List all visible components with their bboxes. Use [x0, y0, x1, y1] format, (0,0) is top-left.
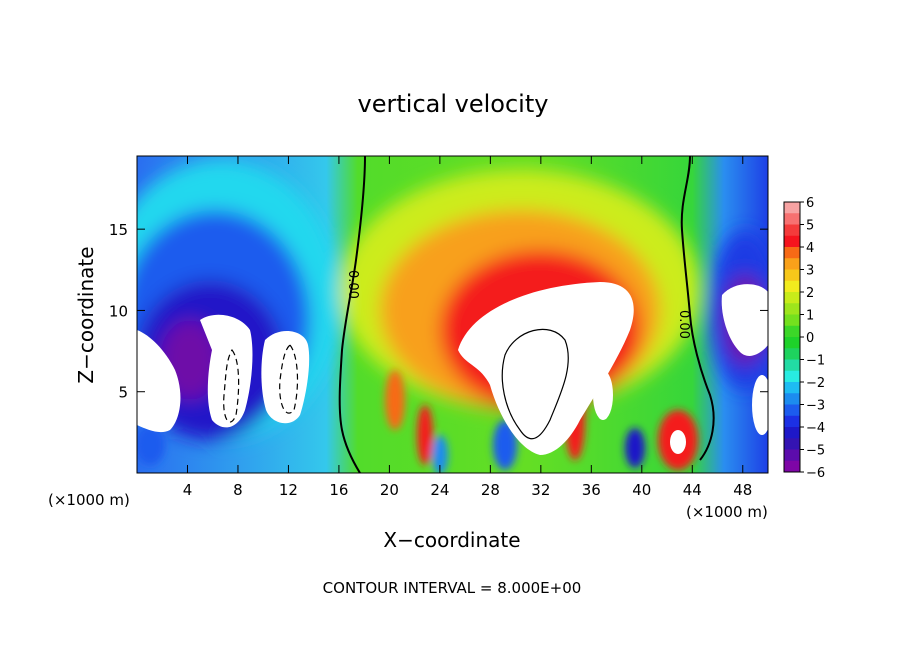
colorbar-swatch: [784, 449, 800, 462]
contour-dashed-west-1: [223, 348, 240, 423]
plot-frame: [136, 155, 769, 474]
x-tick-label: 32: [531, 481, 550, 499]
colorbar-swatch: [784, 404, 800, 417]
colorbar-swatch: [784, 213, 800, 225]
colorbar-label: 5: [806, 219, 814, 234]
colorbar-swatch: [784, 427, 800, 439]
contour-zero-west: [338, 156, 366, 473]
streak-blue-3: [625, 428, 645, 468]
colorbar-label: −1: [806, 354, 825, 369]
x-tick-label: 20: [380, 481, 399, 499]
colorbar-swatch: [784, 303, 800, 315]
contour-zero-east: [680, 156, 715, 461]
colorbar-label: 0: [806, 331, 814, 346]
x-tick-label: 40: [632, 481, 651, 499]
y-axis-ticks: 5 10 15: [109, 221, 768, 402]
colorbar-label: 3: [806, 264, 814, 279]
colorbar-swatch: [784, 314, 800, 327]
core-white-small-1: [585, 303, 605, 333]
streak-red-1: [385, 370, 405, 430]
colorbar: 6 5 4 3 2 1 0 −1 −2 −3 −4 −5 −6: [783, 196, 825, 481]
footer-contour-interval: CONTOUR INTERVAL = 8.000E+00: [323, 579, 582, 597]
contour-dashed-west-2: [279, 344, 299, 414]
y-tick-label: 15: [109, 221, 128, 239]
colorbar-label: 1: [806, 309, 814, 324]
y-tick-label: 5: [118, 384, 128, 402]
colorbar-swatch: [784, 202, 800, 214]
streak-blue-1: [432, 435, 448, 473]
contour-core: [501, 328, 569, 440]
y-axis-label: Z−coordinate: [74, 246, 98, 383]
x-tick-label: 48: [733, 481, 752, 499]
x-scale-note-left: (×1000 m): [48, 491, 130, 509]
colorbar-swatch: [784, 382, 800, 394]
colorbar-swatch: [784, 258, 800, 270]
colorbar-label: 2: [806, 286, 814, 301]
colorbar-swatch: [784, 370, 800, 383]
chart-title: vertical velocity: [358, 90, 549, 118]
streak-blue-2: [493, 420, 517, 470]
colorbar-swatch: [784, 337, 800, 349]
colorbar-swatch: [784, 280, 800, 293]
contour-label-east: 0.00: [676, 310, 691, 339]
colorbar-swatch: [784, 269, 800, 282]
x-scale-note-right: (×1000 m): [686, 503, 768, 521]
colorbar-swatch: [784, 325, 800, 338]
colorbar-label: −5: [806, 444, 825, 459]
colorbar-label: −3: [806, 399, 825, 414]
colorbar-swatch: [784, 393, 800, 405]
x-tick-label: 12: [279, 481, 298, 499]
contour-label-west: 0.00: [345, 270, 360, 299]
colorbar-swatch: [784, 415, 800, 428]
streak-red-2: [417, 405, 433, 465]
core-white-east-big: [721, 284, 768, 356]
x-tick-label: 16: [329, 481, 348, 499]
streak-blue-bottom: [137, 425, 165, 465]
core-white-east: [670, 430, 686, 454]
core-white-east-low: [752, 375, 768, 435]
x-tick-label: 8: [233, 481, 243, 499]
plot-area: 0.00 0.00: [137, 156, 768, 473]
core-white-west-3: [137, 330, 181, 433]
x-axis-label: X−coordinate: [383, 528, 520, 552]
x-tick-label: 24: [430, 481, 449, 499]
x-tick-label: 36: [582, 481, 601, 499]
colorbar-label: −2: [806, 376, 825, 391]
x-axis-ticks: 4 8 12 16 20 24 28 32 36 40 44 48: [183, 156, 752, 499]
colorbar-label: −4: [806, 421, 825, 436]
core-white-west-2: [261, 330, 310, 424]
x-tick-label: 4: [183, 481, 193, 499]
colorbar-label: −6: [806, 466, 825, 481]
colorbar-swatch: [784, 359, 800, 372]
x-tick-label: 28: [481, 481, 500, 499]
colorbar-label: 6: [806, 196, 814, 211]
core-white-west-1: [200, 314, 253, 428]
y-tick-label: 10: [109, 302, 128, 320]
colorbar-swatch: [784, 438, 800, 450]
x-tick-label: 44: [683, 481, 702, 499]
colorbar-swatch: [784, 247, 800, 259]
colorbar-swatch: [784, 348, 800, 360]
colorbar-swatch: [784, 460, 800, 473]
colorbar-label: 4: [806, 241, 814, 256]
colorbar-swatch: [784, 292, 800, 304]
colorbar-swatch: [784, 235, 800, 248]
core-white-small-2: [593, 370, 613, 420]
colorbar-swatch: [784, 224, 800, 237]
